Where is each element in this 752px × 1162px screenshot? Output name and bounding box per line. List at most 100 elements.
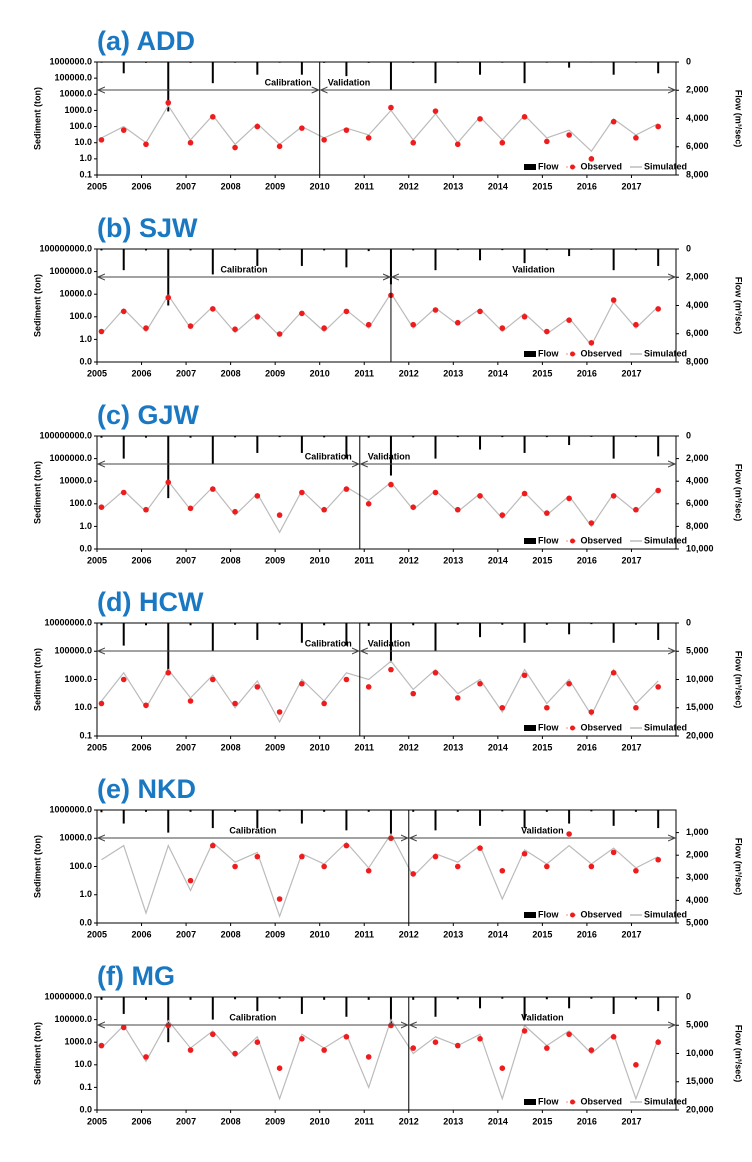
legend-swatch xyxy=(570,725,575,731)
y2-tick-label: 20,000 xyxy=(686,730,714,740)
observed-point xyxy=(187,877,194,884)
observed-point xyxy=(343,127,350,133)
observed-point xyxy=(276,331,283,337)
observed-point xyxy=(499,512,506,518)
observed-point xyxy=(410,321,417,328)
observed-point xyxy=(165,1022,172,1029)
legend-label: Observed xyxy=(581,1096,623,1106)
observed-point xyxy=(187,1047,194,1053)
observed-point xyxy=(610,849,617,856)
observed-point xyxy=(544,328,550,335)
observed-point xyxy=(321,506,327,513)
simulated-line xyxy=(101,104,659,153)
observed-point xyxy=(143,325,149,331)
observed-point xyxy=(499,139,506,146)
y2-tick-label: 4,000 xyxy=(686,113,709,123)
x-tick-label: 2014 xyxy=(488,555,508,565)
simulated-line xyxy=(101,660,659,724)
x-tick-label: 2012 xyxy=(399,929,419,939)
y2-tick-label: 8,000 xyxy=(686,169,709,179)
y-tick-label: 1000000.0 xyxy=(49,266,92,276)
y-tick-label: 1000000.0 xyxy=(49,453,92,463)
panel: (c) GJW 0.0 1.0 100.0 10000.0 1000000.0 100000… xyxy=(32,400,743,565)
x-tick-label: 2016 xyxy=(577,742,597,752)
y-tick-label: 1.0 xyxy=(79,889,92,899)
x-tick-label: 2007 xyxy=(176,929,196,939)
observed-point xyxy=(365,501,372,507)
observed-point xyxy=(143,1054,149,1060)
y2-tick-label: 3,000 xyxy=(686,872,709,882)
observed-point xyxy=(410,1045,417,1051)
x-tick-label: 2010 xyxy=(310,368,330,378)
x-tick-label: 2006 xyxy=(132,181,152,191)
observed-point xyxy=(276,709,283,715)
x-tick-label: 2006 xyxy=(132,742,152,752)
legend-label: Observed xyxy=(581,909,623,919)
observed-point xyxy=(143,702,149,709)
y2-axis-title: Flow (m³/sec) xyxy=(734,651,744,709)
observed-point xyxy=(432,1039,439,1045)
y2-tick-label: 0 xyxy=(686,56,691,66)
observed-point xyxy=(254,493,261,499)
x-tick-label: 2012 xyxy=(399,368,419,378)
x-tick-label: 2006 xyxy=(132,368,152,378)
observed-point xyxy=(254,684,261,690)
observed-point xyxy=(432,108,439,114)
x-tick-label: 2008 xyxy=(221,181,241,191)
observed-point xyxy=(566,831,572,837)
x-tick-label: 2005 xyxy=(87,555,107,565)
y2-tick-label: 6,000 xyxy=(686,328,709,338)
legend-swatch xyxy=(524,351,536,357)
observed-point xyxy=(655,684,661,690)
observed-point xyxy=(610,118,617,125)
y-tick-label: 10000.0 xyxy=(59,89,92,99)
observed-point xyxy=(299,125,305,131)
calibration-label: Calibration xyxy=(229,825,276,835)
observed-point xyxy=(410,139,417,146)
observed-point xyxy=(566,495,572,502)
observed-point xyxy=(388,481,394,488)
x-tick-label: 2005 xyxy=(87,929,107,939)
observed-point xyxy=(588,709,595,715)
y-tick-label: 100.0 xyxy=(69,861,92,871)
observed-point xyxy=(120,308,127,315)
panel: (e) NKD 0.0 1.0 100.0 10000.0 1000000.0 1,000 2… xyxy=(32,774,743,939)
observed-point xyxy=(566,680,572,687)
x-tick-label: 2013 xyxy=(443,1116,463,1126)
observed-point xyxy=(410,504,417,511)
y-tick-label: 100.0 xyxy=(69,311,92,321)
panel-title: (c) GJW xyxy=(97,400,200,430)
observed-point xyxy=(410,690,417,697)
observed-point xyxy=(365,135,372,141)
y-tick-label: 1.0 xyxy=(79,334,92,344)
observed-point xyxy=(432,307,439,313)
x-tick-label: 2017 xyxy=(621,181,641,191)
x-tick-label: 2013 xyxy=(443,929,463,939)
legend-label: Flow xyxy=(538,1096,559,1106)
y2-tick-label: 0 xyxy=(686,991,691,1001)
plot-frame xyxy=(96,622,677,737)
observed-point xyxy=(276,512,283,518)
x-tick-label: 2007 xyxy=(176,1116,196,1126)
panel: (a) ADD 0.1 1.0 10.0 100.0 1000.0 10000.0 10000… xyxy=(32,26,743,191)
observed-point xyxy=(98,504,105,511)
observed-point xyxy=(610,297,617,303)
observed-point xyxy=(365,867,372,874)
x-tick-label: 2016 xyxy=(577,368,597,378)
x-tick-label: 2007 xyxy=(176,555,196,565)
y-tick-label: 1000.0 xyxy=(64,1037,92,1047)
y2-tick-label: 5,000 xyxy=(686,646,709,656)
y2-tick-label: 5,000 xyxy=(686,1020,709,1030)
y-tick-label: 0.1 xyxy=(79,169,92,179)
y2-tick-label: 0 xyxy=(686,243,691,253)
x-tick-label: 2008 xyxy=(221,929,241,939)
y-tick-label: 10000.0 xyxy=(59,476,92,486)
x-tick-label: 2005 xyxy=(87,1116,107,1126)
y-tick-label: 0.0 xyxy=(79,543,92,553)
y2-tick-label: 2,000 xyxy=(686,453,709,463)
x-tick-label: 2015 xyxy=(532,368,552,378)
plot-frame xyxy=(96,61,677,176)
observed-point xyxy=(321,137,327,143)
